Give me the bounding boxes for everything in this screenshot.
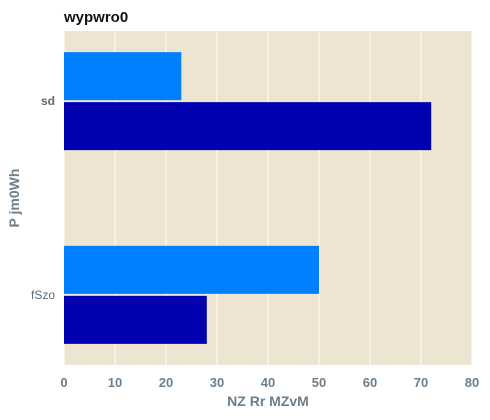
chart-title: wypwro0: [63, 9, 128, 26]
bar: [64, 245, 319, 294]
y-axis-label: P jm0Wh: [6, 169, 22, 228]
x-tick-label: 60: [363, 375, 377, 390]
x-tick-label: 10: [108, 375, 122, 390]
x-tick-label: 30: [210, 375, 224, 390]
x-tick-label: 50: [312, 375, 326, 390]
x-tick-labels: 0 10 20 30 40 50 60 70 80: [60, 375, 479, 390]
x-axis-label: NZ Rr MZvM: [227, 393, 309, 409]
y-category-labels: sd fSzo: [31, 94, 55, 302]
x-tick-label: 20: [159, 375, 173, 390]
bar: [64, 52, 182, 101]
x-tick-label: 40: [261, 375, 275, 390]
y-category-label: sd: [41, 94, 55, 108]
bar: [64, 102, 432, 151]
x-tick-label: 70: [414, 375, 428, 390]
bar: [64, 295, 207, 344]
x-tick-label: 80: [465, 375, 479, 390]
x-tick-label: 0: [60, 375, 67, 390]
y-category-label: fSzo: [31, 288, 55, 302]
bars: [64, 52, 432, 344]
